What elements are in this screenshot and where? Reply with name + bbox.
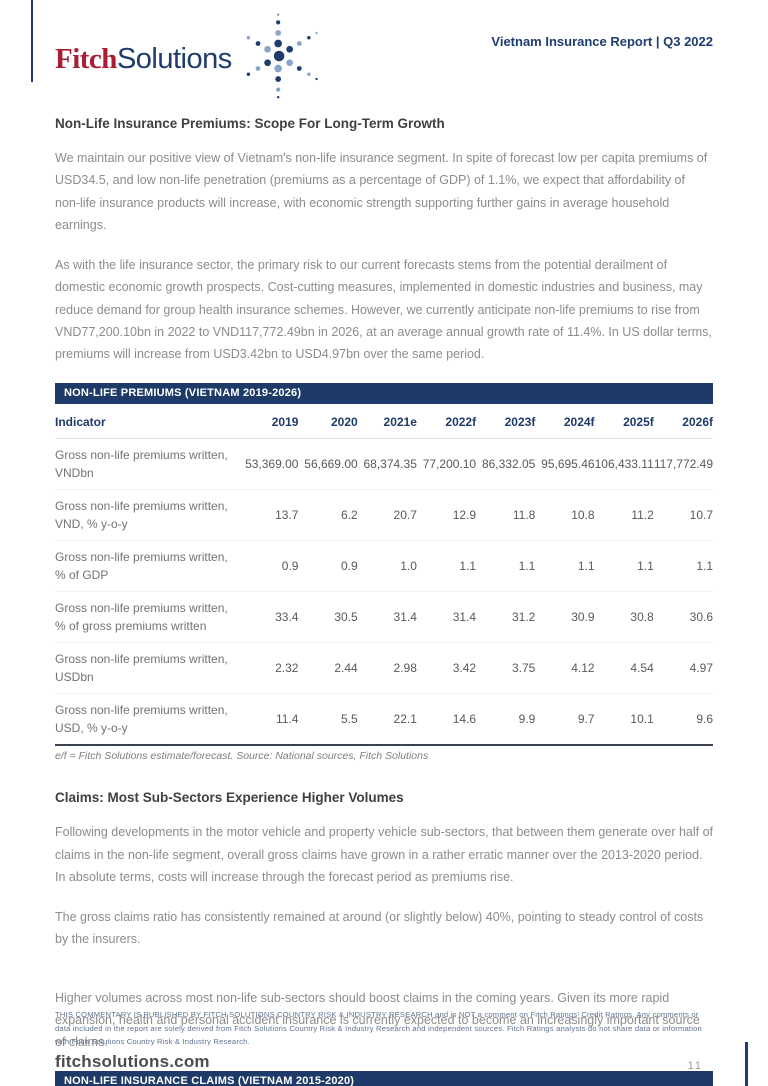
table-cell: 1.1 xyxy=(594,540,654,593)
report-title: Vietnam Insurance Report | Q3 2022 xyxy=(491,34,713,49)
right-accent-bar xyxy=(745,1042,748,1086)
table-cell: 1.1 xyxy=(535,540,595,593)
table-cell: 3.42 xyxy=(416,642,477,695)
logo-solutions-text: Solutions xyxy=(116,43,232,75)
table-cell: 95,695.46 xyxy=(535,438,595,491)
claims-table: NON-LIFE INSURANCE CLAIMS (VIETNAM 2015-… xyxy=(55,1071,713,1086)
indicator-column-header: Indicator xyxy=(55,404,240,440)
row-label: Gross non-life premiums written, VND, % … xyxy=(55,489,240,542)
paragraph: As with the life insurance sector, the p… xyxy=(55,258,712,361)
table-row: Gross non-life premiums written, USDbn 2… xyxy=(55,642,713,695)
page-content: Non-Life Insurance Premiums: Scope For L… xyxy=(0,116,768,1086)
page-header: FitchSolutions Vietnam Insurance Report … xyxy=(0,0,768,99)
table-cell: 33.4 xyxy=(239,591,299,644)
row-label: Gross non-life premiums written, % of GD… xyxy=(55,540,240,593)
table-cell: 1.1 xyxy=(416,540,477,593)
table-row: Gross non-life premiums written, VND, % … xyxy=(55,489,713,542)
row-label: Gross non-life premiums written, USD, % … xyxy=(55,703,228,736)
table-cell: 6.2 xyxy=(298,489,358,542)
row-label: Gross non-life premiums written, VNDbn xyxy=(55,438,240,491)
table-cell: 11.8 xyxy=(476,489,536,542)
premiums-table-title-bar: NON-LIFE PREMIUMS (VIETNAM 2019-2026) xyxy=(55,383,713,405)
year-column-header: 2019 xyxy=(239,404,299,440)
table-cell: 106,433.11 xyxy=(594,438,654,491)
table-cell: 1.1 xyxy=(476,540,536,593)
year-column-header: 2024f xyxy=(535,404,595,440)
table-cell: 31.4 xyxy=(416,591,477,644)
paragraph: Following developments in the motor vehi… xyxy=(55,825,714,884)
table-cell: 86,332.05 xyxy=(476,438,536,491)
year-column-header: 2026f xyxy=(653,404,713,440)
table-cell: 30.6 xyxy=(653,591,713,644)
table-cell: 31.4 xyxy=(357,591,417,644)
table-cell: 0.9 xyxy=(298,540,358,593)
row-label: Gross non-life premiums written, % of gr… xyxy=(55,591,240,644)
table-cell: 68,374.35 xyxy=(357,438,417,491)
section-heading-claims: Claims: Most Sub-Sectors Experience High… xyxy=(55,790,404,806)
table-cell: 9.7 xyxy=(577,712,595,727)
table-row: Gross non-life premiums written, % of GD… xyxy=(55,540,713,593)
page-footer: THIS COMMENTARY IS PUBLISHED BY FITCH SO… xyxy=(55,1008,713,1072)
table-footnote: e/f = Fitch Solutions estimate/forecast.… xyxy=(55,750,429,763)
table-cell: 30.9 xyxy=(535,591,595,644)
table-cell: 56,669.00 xyxy=(298,438,358,491)
year-column-header: 2025f xyxy=(594,404,654,440)
table-row: Gross non-life premiums written, VNDbn 5… xyxy=(55,438,713,491)
claims-table-title-bar: NON-LIFE INSURANCE CLAIMS (VIETNAM 2015-… xyxy=(55,1071,713,1086)
table-header-row: Indicator 2019 2020 2021e 2022f 2023f 20… xyxy=(55,404,713,440)
table-cell: 77,200.10 xyxy=(416,438,477,491)
table-cell: 4.54 xyxy=(594,642,654,695)
left-accent-bar xyxy=(31,0,33,82)
table-cell: 1.0 xyxy=(357,540,417,593)
row-label: Gross non-life premiums written, USDbn xyxy=(55,642,240,695)
premiums-table: NON-LIFE PREMIUMS (VIETNAM 2019-2026) In… xyxy=(55,383,713,762)
year-column-header: 2020 xyxy=(298,404,358,440)
logo-starburst-icon xyxy=(246,13,318,99)
year-column-header: 2023f xyxy=(476,404,536,440)
table-cell: 11.2 xyxy=(594,489,654,542)
table-cell: 30.8 xyxy=(594,591,654,644)
fitch-solutions-logo: FitchSolutions xyxy=(55,13,330,102)
website-link[interactable]: fitchsolutions.com xyxy=(55,1052,210,1071)
section-heading-premiums: Non-Life Insurance Premiums: Scope For L… xyxy=(55,116,445,131)
table-cell: 1.1 xyxy=(653,540,713,593)
table-cell: 10.1 xyxy=(630,712,654,727)
table-cell: 117,772.49 xyxy=(653,438,713,491)
page-number: 11 xyxy=(687,1060,703,1072)
table-cell: 53,369.00 xyxy=(239,438,299,491)
paragraph: The gross claims ratio has consistently … xyxy=(55,910,704,947)
table-cell: 22.1 xyxy=(393,712,417,727)
table-cell: 10.7 xyxy=(653,489,713,542)
table-cell: 2.32 xyxy=(239,642,299,695)
table-cell: 13.7 xyxy=(239,489,299,542)
table-cell: 2.98 xyxy=(357,642,417,695)
logo-wordmark: FitchSolutions xyxy=(55,29,232,89)
table-cell: 30.5 xyxy=(298,591,358,644)
table-cell: 12.9 xyxy=(416,489,477,542)
logo-fitch-text: Fitch xyxy=(55,43,117,75)
year-column-header: 2021e xyxy=(357,404,417,440)
paragraph: We maintain our positive view of Vietnam… xyxy=(55,151,708,232)
year-column-header: 2022f xyxy=(416,404,477,440)
table-cell: 2.44 xyxy=(298,642,358,695)
table-cell: 4.12 xyxy=(535,642,595,695)
table-cell: 10.8 xyxy=(535,489,595,542)
table-cell: 5.5 xyxy=(340,712,358,727)
paragraph: Higher volumes across most non-life sub-… xyxy=(55,990,700,1050)
table-cell: 4.97 xyxy=(653,642,713,695)
premiums-table-header: Indicator 2019 2020 2021e 2022f 2023f 20… xyxy=(55,404,713,440)
table-cell: 9.6 xyxy=(696,712,713,727)
disclaimer-text: THIS COMMENTARY IS PUBLISHED BY FITCH SO… xyxy=(55,1010,702,1047)
table-cell: 14.6 xyxy=(452,712,477,727)
table-cell: 31.2 xyxy=(476,591,536,644)
table-cell: 9.9 xyxy=(518,712,536,727)
table-row: Gross non-life premiums written, % of gr… xyxy=(55,591,713,644)
table-cell: 20.7 xyxy=(357,489,417,542)
table-cell: 11.4 xyxy=(275,712,299,727)
table-row: Gross non-life premiums written, USD, % … xyxy=(55,694,713,745)
table-cell: 0.9 xyxy=(239,540,299,593)
table-cell: 3.75 xyxy=(476,642,536,695)
